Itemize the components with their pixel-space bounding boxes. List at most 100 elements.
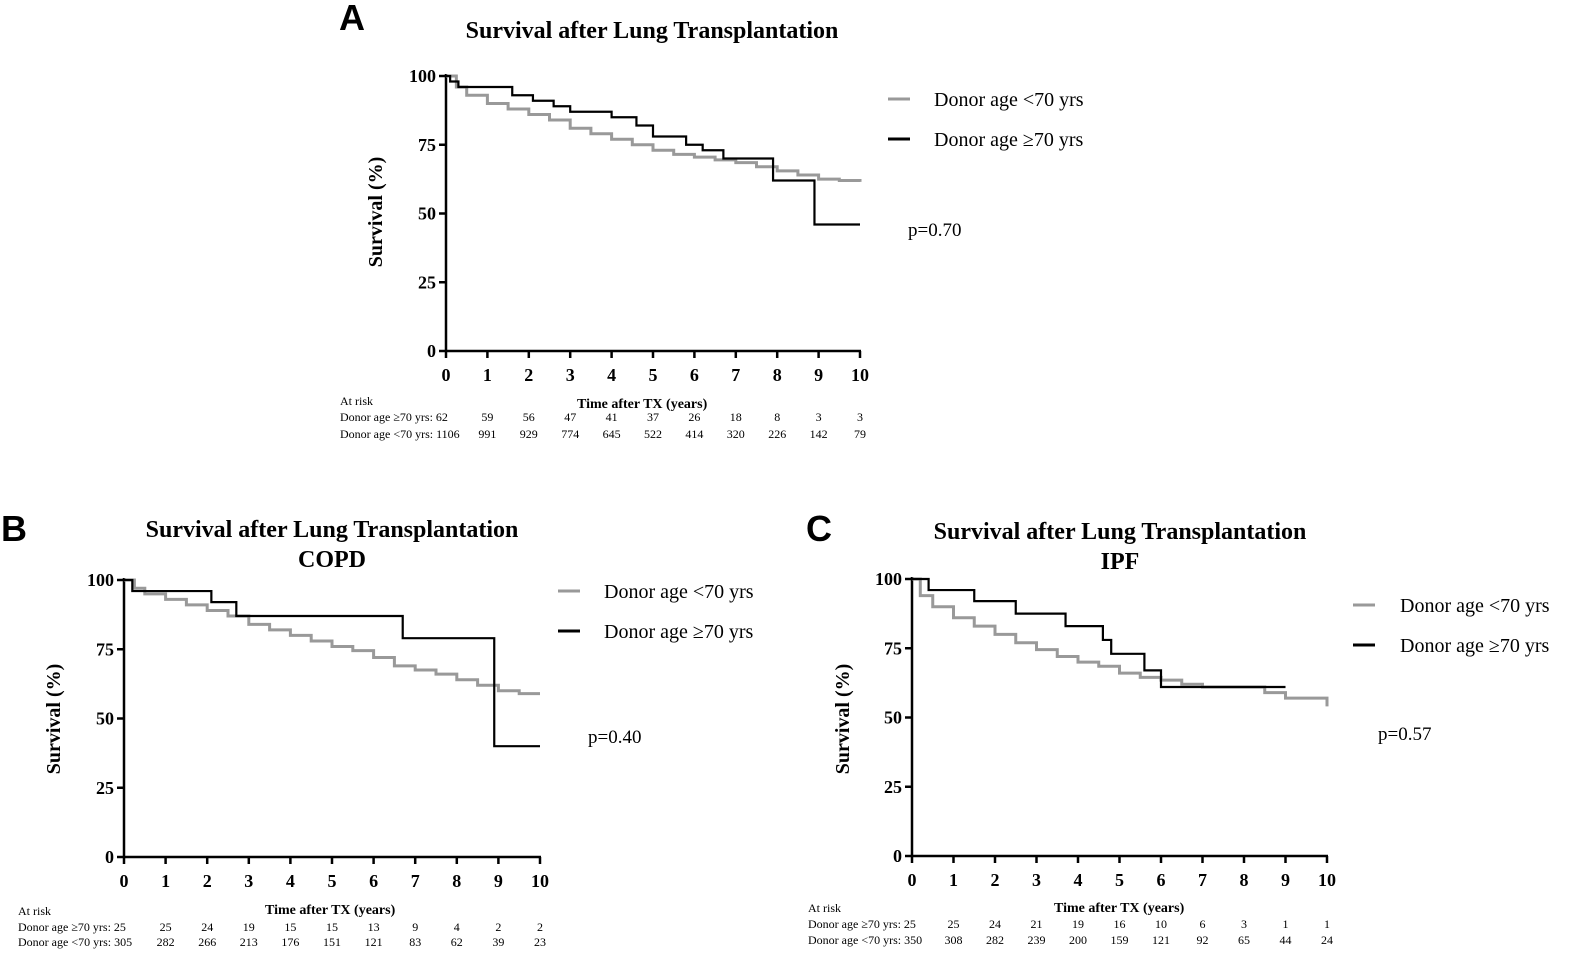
panel-c-x-tick-label: 5 <box>1115 870 1124 890</box>
panel-b-y-tick-label: 50 <box>96 709 114 729</box>
panel-c-x-tick-label: 7 <box>1198 870 1207 890</box>
panel-a-at-risk-value: 56 <box>523 410 535 424</box>
panel-a-at-risk-value: 79 <box>854 427 866 441</box>
panel-a-y-tick-label: 25 <box>418 272 436 292</box>
panel-a-at-risk-value: 522 <box>644 427 662 441</box>
panel-c-p-value: p=0.57 <box>1378 724 1431 745</box>
panel-a-title: Survival after Lung Transplantation <box>466 18 839 44</box>
panel-c-at-risk-row-label: Donor age ≥70 yrs: 25 <box>808 917 916 931</box>
panel-b-at-risk-value: 15 <box>284 920 296 934</box>
panel-b-at-risk-value: 25 <box>160 920 172 934</box>
panel-b-y-tick-label: 25 <box>96 778 114 798</box>
panel-b-x-tick-label: 7 <box>411 871 420 891</box>
panel-c-x-tick-label: 10 <box>1318 870 1336 890</box>
panel-a-at-risk-value: 18 <box>730 410 742 424</box>
panel-a-at-risk-value: 645 <box>603 427 621 441</box>
panel-c-legend-label: Donor age ≥70 yrs <box>1400 635 1549 657</box>
panel-c-x-tick-label: 8 <box>1240 870 1249 890</box>
panel-b-at-risk-value: 2 <box>537 920 543 934</box>
panel-b-title: Survival after Lung Transplantation <box>146 517 519 543</box>
panel-c-x-tick-label: 2 <box>991 870 1000 890</box>
panel-a-at-risk-value: 3 <box>816 410 822 424</box>
panel-b-legend-label: Donor age <70 yrs <box>604 581 754 603</box>
panel-c: C Survival after Lung Transplantation IPF S… <box>806 508 1550 947</box>
panel-c-at-risk-label: At risk <box>808 901 841 915</box>
panel-c-y-tick-label: 25 <box>884 777 902 797</box>
panel-b-x-tick-label: 0 <box>120 871 129 891</box>
panel-c-series-donor-70-plus <box>912 577 1286 689</box>
panel-c-at-risk-value: 3 <box>1241 917 1247 931</box>
panel-a-at-risk-label: At risk <box>340 394 373 408</box>
panel-a-y-axis-label: Survival (%) <box>365 157 387 268</box>
panel-b-series-donor-70-plus <box>124 578 540 748</box>
panel-c-at-risk-value: 239 <box>1028 933 1046 947</box>
panel-b-at-risk-value: 282 <box>157 935 175 949</box>
panel-b-at-risk-value: 4 <box>454 920 460 934</box>
panel-a-at-risk-value: 3 <box>857 410 863 424</box>
panel-c-at-risk-value: 24 <box>989 917 1001 931</box>
panel-a-x-tick-label: 0 <box>442 365 451 385</box>
panel-a-at-risk-row-label: Donor age ≥70 yrs: 62 <box>340 410 448 424</box>
panel-c-title: Survival after Lung Transplantation <box>934 519 1307 545</box>
panel-c-x-tick-label: 0 <box>908 870 917 890</box>
panel-a-x-tick-label: 5 <box>649 365 658 385</box>
panel-a-at-risk-value: 929 <box>520 427 538 441</box>
panel-b-x-tick-label: 9 <box>494 871 503 891</box>
panel-c-y-tick-label: 75 <box>884 638 902 658</box>
panel-b-at-risk-value: 2 <box>495 920 501 934</box>
panel-a-y-tick-label: 50 <box>418 204 436 224</box>
panel-b-y-tick-label: 100 <box>87 570 114 590</box>
panel-c-at-risk-value: 19 <box>1072 917 1084 931</box>
panel-c-y-tick-label: 100 <box>875 569 902 589</box>
panel-a-x-tick-label: 6 <box>690 365 699 385</box>
panel-a-x-tick-label: 4 <box>607 365 616 385</box>
panel-b-x-tick-label: 1 <box>161 871 170 891</box>
panel-a-x-tick-label: 10 <box>851 365 869 385</box>
panel-c-at-risk-value: 159 <box>1111 933 1129 947</box>
panel-c-at-risk-value: 308 <box>945 933 963 947</box>
panel-b-at-risk-value: 23 <box>534 935 546 949</box>
panel-a-letter: A <box>339 0 365 38</box>
panel-c-at-risk-value: 24 <box>1321 933 1333 947</box>
panel-b-at-risk-row-label: Donor age ≥70 yrs: 25 <box>18 920 126 934</box>
panel-c-at-risk-row-label: Donor age <70 yrs: 350 <box>808 933 922 947</box>
panel-a-x-tick-label: 2 <box>524 365 533 385</box>
panel-b-at-risk-value: 13 <box>368 920 380 934</box>
panel-c-legend-label: Donor age <70 yrs <box>1400 595 1550 617</box>
panel-a-series-donor-70-plus <box>446 74 860 226</box>
panel-c-y-tick-label: 50 <box>884 708 902 728</box>
panel-a-at-risk-value: 47 <box>564 410 576 424</box>
panel-b-letter: B <box>1 508 27 549</box>
panel-c-at-risk-value: 200 <box>1069 933 1087 947</box>
panel-b-x-tick-label: 8 <box>452 871 461 891</box>
panel-a-x-tick-label: 3 <box>566 365 575 385</box>
panel-a-at-risk-value: 991 <box>478 427 496 441</box>
panel-b-x-tick-label: 6 <box>369 871 378 891</box>
panel-b: B Survival after Lung Transplantation COPD… <box>1 508 754 949</box>
panel-b-at-risk-value: 15 <box>326 920 338 934</box>
panel-b-legend-label: Donor age ≥70 yrs <box>604 621 753 643</box>
panel-a-at-risk-value: 37 <box>647 410 659 424</box>
panel-b-at-risk-label: At risk <box>18 904 51 918</box>
panel-c-at-risk-value: 16 <box>1114 917 1126 931</box>
panel-a-series-donor-under-70 <box>446 74 862 182</box>
panel-a: A Survival after Lung Transplantation Surv… <box>339 0 1084 441</box>
panel-b-at-risk-value: 83 <box>409 935 421 949</box>
panel-c-letter: C <box>806 508 832 549</box>
panel-c-at-risk-value: 65 <box>1238 933 1250 947</box>
panel-a-legend-label: Donor age ≥70 yrs <box>934 129 1083 151</box>
panel-a-x-axis-label: Time after TX (years) <box>577 397 708 412</box>
panel-c-x-tick-label: 6 <box>1157 870 1166 890</box>
panel-b-at-risk-value: 9 <box>412 920 418 934</box>
panel-b-x-tick-label: 3 <box>244 871 253 891</box>
panel-c-at-risk-value: 92 <box>1197 933 1209 947</box>
panel-a-y-tick-label: 0 <box>427 341 436 361</box>
panel-a-at-risk-value: 8 <box>774 410 780 424</box>
panel-a-x-tick-label: 9 <box>814 365 823 385</box>
panel-b-at-risk-value: 24 <box>201 920 213 934</box>
panel-a-at-risk-value: 59 <box>481 410 493 424</box>
panel-b-at-risk-value: 19 <box>243 920 255 934</box>
panel-c-at-risk-value: 1 <box>1283 917 1289 931</box>
panel-b-x-axis-label: Time after TX (years) <box>265 903 396 918</box>
panel-c-at-risk-value: 1 <box>1324 917 1330 931</box>
